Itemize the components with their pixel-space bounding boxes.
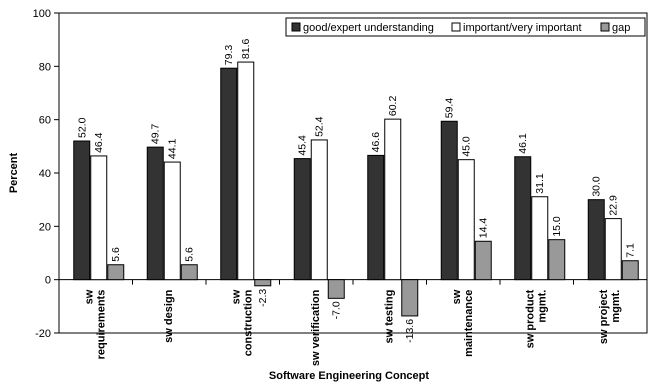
bar [587,199,605,281]
y-tick-label: 20 [39,221,51,233]
bar [146,146,164,281]
data-label: 46.1 [517,133,529,154]
bar [310,139,328,281]
data-label: -13.6 [404,319,416,343]
bar [254,279,272,287]
data-label: 31.1 [534,173,546,194]
plot-area: -20 0 20 40 60 80 100 52.0 49.7 79.3 45.4 46.6 59.4 4… [33,8,648,366]
data-label: 5.6 [184,247,196,262]
data-label: 22.9 [608,195,620,216]
bar [180,264,198,281]
legend-swatch [451,22,461,32]
y-tick-label: 60 [39,115,51,127]
bar [90,155,108,281]
data-label: -7.0 [331,301,343,319]
bar [474,240,492,281]
bar [367,154,385,281]
y-tick-label: 40 [39,168,51,180]
data-label: 15.0 [551,216,563,237]
category-label: sw testing [384,290,396,344]
y-tick-label: 80 [39,61,51,73]
data-label: 30.0 [591,176,603,197]
data-label: 49.7 [150,124,162,145]
legend-swatch [291,22,301,32]
bar [384,118,402,281]
bar [440,120,458,281]
category-label: sw [451,289,463,304]
category-label: maintenance [463,290,475,357]
legend-swatch [600,22,610,32]
legend-label: gap [612,22,630,34]
category-label: sw verification [310,289,322,366]
category-label: sw [231,289,243,304]
data-label: 79.3 [223,45,235,66]
bar [401,279,419,317]
bar [514,156,532,281]
y-tick-label: 100 [33,8,51,20]
bar [327,279,345,299]
data-label: 45.0 [461,136,473,157]
category-label: mgmt. [610,290,622,323]
data-label: 45.4 [297,135,309,156]
legend: good/expert understanding important/very … [285,17,646,37]
data-label: 59.4 [444,98,456,119]
y-axis-title: Percent [8,152,20,193]
x-axis-title: Software Engineering Concept [269,370,429,382]
data-label: 5.6 [110,247,122,262]
data-label: 52.4 [314,116,326,137]
data-label: 46.4 [93,132,105,153]
data-label: 14.4 [478,218,490,239]
data-label: 7.1 [625,243,637,258]
category-label: sw product [525,289,537,348]
category-label: sw project [598,289,610,344]
bar [220,67,238,281]
data-label: 44.1 [167,138,179,159]
category-label: construction [243,289,255,356]
legend-label: important/very important [463,22,582,34]
bar [293,158,311,281]
bar [237,61,255,281]
bar [73,140,91,281]
category-label: sw design [163,289,175,342]
bar [107,264,125,281]
data-label: -2.3 [257,289,269,307]
y-tick-label: 0 [45,275,51,287]
category-label: requirements [96,290,108,360]
data-label: 46.6 [370,132,382,153]
data-label: 81.6 [240,38,252,59]
legend-label: good/expert understanding [303,22,434,34]
bar [531,196,549,281]
bar [604,218,622,281]
y-tick-label: -20 [35,328,51,340]
category-label: sw [84,289,96,304]
data-label: 52.0 [76,117,88,138]
bar [457,159,475,281]
bar [548,239,566,281]
legend-box [285,17,646,37]
category-label: mgmt. [537,290,549,323]
bar [621,260,639,281]
bar [163,161,181,281]
data-label: 60.2 [387,96,399,117]
